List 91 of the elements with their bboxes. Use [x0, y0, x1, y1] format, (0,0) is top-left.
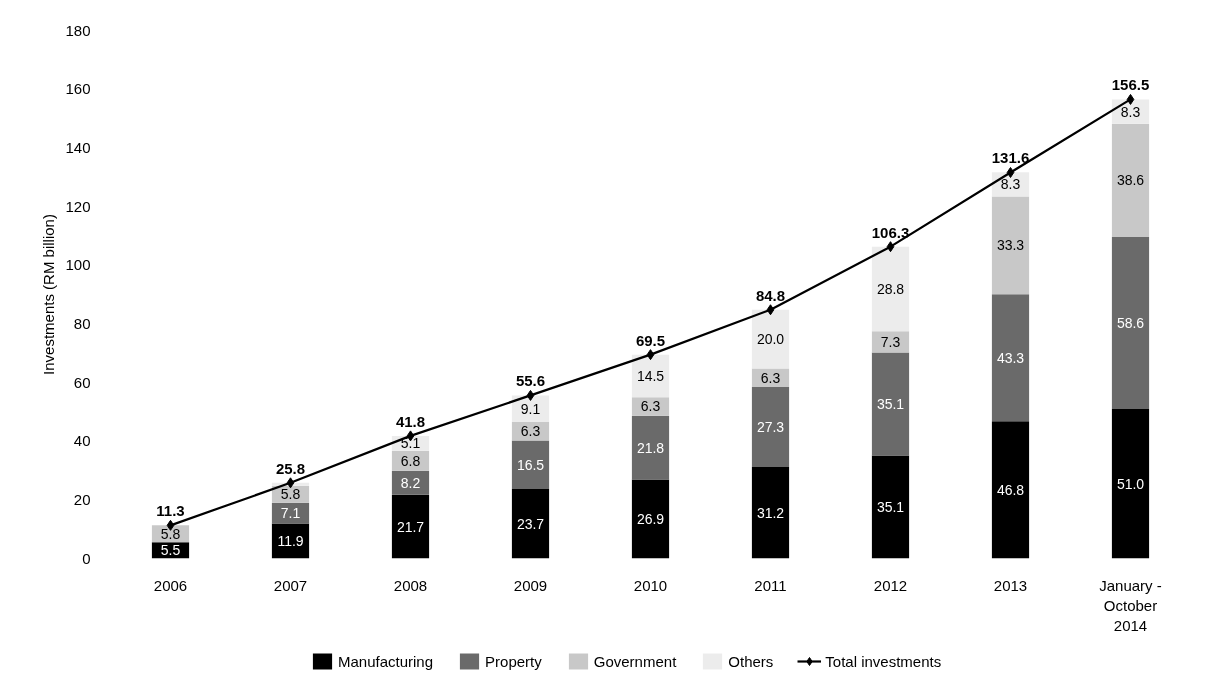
- data-label: 8.3: [1000, 176, 1021, 193]
- data-label: 41.8: [395, 412, 426, 430]
- data-label: 8.3: [1120, 103, 1141, 120]
- data-label: 51.0: [1116, 475, 1145, 492]
- data-label: 31.2: [756, 504, 785, 521]
- data-label: 16.5: [516, 456, 545, 473]
- bar: [871, 352, 910, 456]
- y-tick-label: 20: [73, 490, 91, 508]
- point: [526, 389, 535, 401]
- bar: [1111, 123, 1150, 238]
- data-label: 5.8: [280, 486, 301, 503]
- data-label: 28.8: [876, 280, 905, 297]
- data-label: 58.6: [1116, 314, 1145, 331]
- bar: [511, 440, 550, 489]
- bar: [1111, 408, 1150, 559]
- legend-label: Property: [485, 652, 542, 670]
- y-tick-label: 0: [82, 549, 91, 567]
- data-label: 7.3: [880, 333, 901, 350]
- data-label: 7.1: [280, 505, 301, 522]
- point: [886, 241, 895, 253]
- data-label: 9.1: [520, 400, 541, 417]
- data-label: 35.1: [876, 396, 905, 413]
- data-label: 20.0: [756, 331, 785, 348]
- data-label: 5.8: [160, 525, 181, 542]
- x-tick-label: 2006: [153, 576, 188, 594]
- point: [286, 477, 295, 489]
- point: [646, 349, 655, 361]
- x-tick-label: January - October 2014: [1099, 576, 1162, 635]
- x-tick-label: 2008: [393, 576, 428, 594]
- y-tick-label: 120: [65, 197, 91, 215]
- legend-label: Government: [593, 652, 677, 670]
- data-label: 11.3: [156, 502, 185, 520]
- data-label: 8.2: [400, 474, 421, 491]
- y-tick-label: 60: [73, 373, 91, 391]
- bar: [991, 421, 1030, 559]
- data-label: 6.3: [760, 369, 781, 386]
- bar: [991, 196, 1030, 295]
- data-label: 21.7: [396, 518, 425, 535]
- data-label: 26.9: [636, 511, 665, 528]
- x-tick-label: 2011: [754, 576, 787, 594]
- data-label: 23.7: [516, 515, 545, 532]
- y-axis-title: Investments (RM billion): [40, 214, 58, 375]
- y-tick-label: 140: [65, 138, 91, 156]
- legend-label: Manufacturing: [338, 652, 434, 670]
- data-label: 43.3: [996, 349, 1025, 366]
- data-label: 35.1: [876, 499, 905, 516]
- legend-label: Others: [728, 652, 774, 670]
- bar: [1111, 237, 1150, 409]
- data-label: 69.5: [635, 331, 666, 349]
- data-label: 14.5: [636, 367, 665, 384]
- data-label: 6.8: [400, 452, 421, 469]
- y-tick-label: 100: [65, 256, 91, 274]
- data-label: 27.3: [756, 418, 785, 435]
- bar: [871, 455, 910, 559]
- data-label: 55.6: [515, 372, 546, 390]
- x-tick-label: 2009: [513, 576, 548, 594]
- data-label: 131.6: [991, 149, 1030, 167]
- bar: [751, 466, 790, 559]
- point: [1126, 93, 1135, 105]
- bar: [751, 386, 790, 467]
- bar: [631, 415, 670, 480]
- y-tick-label: 80: [73, 314, 91, 332]
- bar: [391, 494, 430, 559]
- data-label: 38.6: [1116, 172, 1145, 189]
- y-tick-label: 40: [73, 432, 91, 450]
- data-label: 25.8: [275, 459, 306, 477]
- data-label: 6.3: [520, 423, 541, 440]
- data-label: 11.9: [277, 533, 304, 550]
- data-label: 84.8: [755, 286, 786, 304]
- y-tick-label: 180: [65, 21, 91, 39]
- data-label: 46.8: [996, 481, 1025, 498]
- bar: [991, 294, 1030, 422]
- x-tick-label: 2012: [873, 576, 908, 594]
- legend-label: Total investments: [825, 652, 942, 670]
- y-tick-label: 160: [65, 80, 91, 98]
- data-label: 21.8: [636, 439, 665, 456]
- data-label: 6.3: [640, 398, 661, 415]
- bar: [871, 246, 910, 332]
- data-label: 33.3: [996, 237, 1025, 254]
- x-tick-label: 2007: [273, 576, 308, 594]
- x-tick-label: 2013: [993, 576, 1028, 594]
- point: [1006, 166, 1015, 178]
- bar: [511, 488, 550, 559]
- bar: [871, 331, 910, 353]
- data-label: 5.5: [160, 542, 181, 559]
- x-tick-label: 2010: [633, 576, 668, 594]
- data-label: 106.3: [871, 223, 910, 241]
- point: [766, 304, 775, 316]
- bar: [271, 502, 310, 524]
- data-label: 156.5: [1111, 76, 1150, 94]
- bar: [631, 479, 670, 559]
